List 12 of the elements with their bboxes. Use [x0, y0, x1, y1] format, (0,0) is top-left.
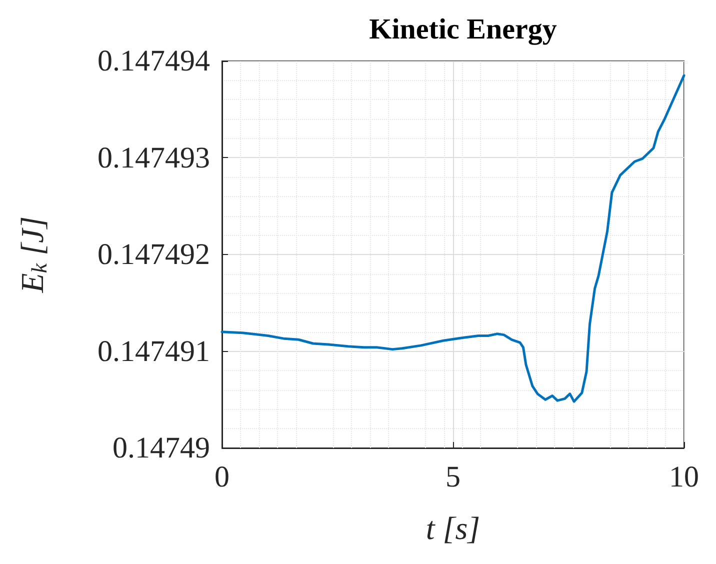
x-tick-label: 5	[446, 460, 460, 494]
chart-title: Kinetic Energy	[369, 14, 558, 46]
x-axis-title: t [s]	[426, 510, 480, 546]
y-tick-label: 0.147494	[98, 44, 210, 78]
line-series	[220, 74, 686, 403]
x-tick-label: 0	[214, 460, 230, 494]
y-tick-label: 0.147493	[98, 141, 210, 174]
x-tick-label: 10	[669, 460, 699, 494]
y-tick-label: 0.14749	[112, 432, 210, 464]
y-axis-title: Ek [J]	[14, 216, 52, 294]
y-tick-label: 0.147491	[98, 334, 210, 368]
y-tick-label: 0.147492	[98, 238, 210, 271]
